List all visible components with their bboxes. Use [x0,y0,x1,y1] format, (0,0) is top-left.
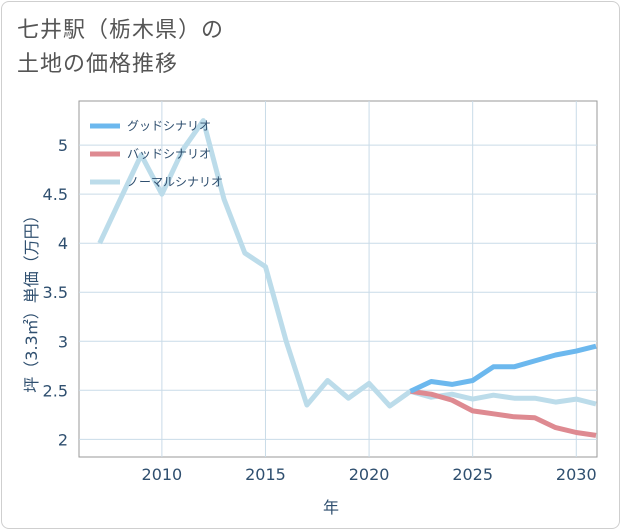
y-axis-label: 坪（3.3㎡）単価（万円） [22,207,41,392]
legend-label: グッドシナリオ [127,119,211,133]
grid-lines [79,101,597,457]
y-tick-label: 3 [58,332,68,351]
legend-label: ノーマルシナリオ [127,175,223,189]
y-tick-label: 3.5 [43,283,68,302]
x-tick-label: 2020 [349,465,390,484]
x-tick-label: 2010 [142,465,183,484]
chart-title-line-2: 土地の価格推移 [17,52,179,77]
chart-title: 七井駅（栃木県）の 土地の価格推移 [17,14,224,82]
y-tick-label: 4 [58,234,68,253]
x-tick-label: 2015 [245,465,286,484]
y-axis-ticks: 2 2.5 3 3.5 4 4.5 5 [43,136,68,449]
y-tick-label: 2.5 [43,381,68,400]
x-axis-label: 年 [323,498,339,517]
series-line-0 [409,343,597,394]
chart-title-line-1: 七井駅（栃木県）の [17,18,225,43]
series-lines [97,118,597,438]
y-tick-label: 5 [58,136,68,155]
legend-label: バッドシナリオ [127,147,211,161]
y-tick-label: 2 [58,430,68,449]
x-tick-label: 2025 [452,465,493,484]
series-line-1 [410,388,597,438]
y-tick-label: 4.5 [43,185,68,204]
x-axis-ticks: 2010 2015 2020 2025 2030 [142,465,597,484]
x-tick-label: 2030 [556,465,597,484]
series-line-2 [97,118,597,409]
